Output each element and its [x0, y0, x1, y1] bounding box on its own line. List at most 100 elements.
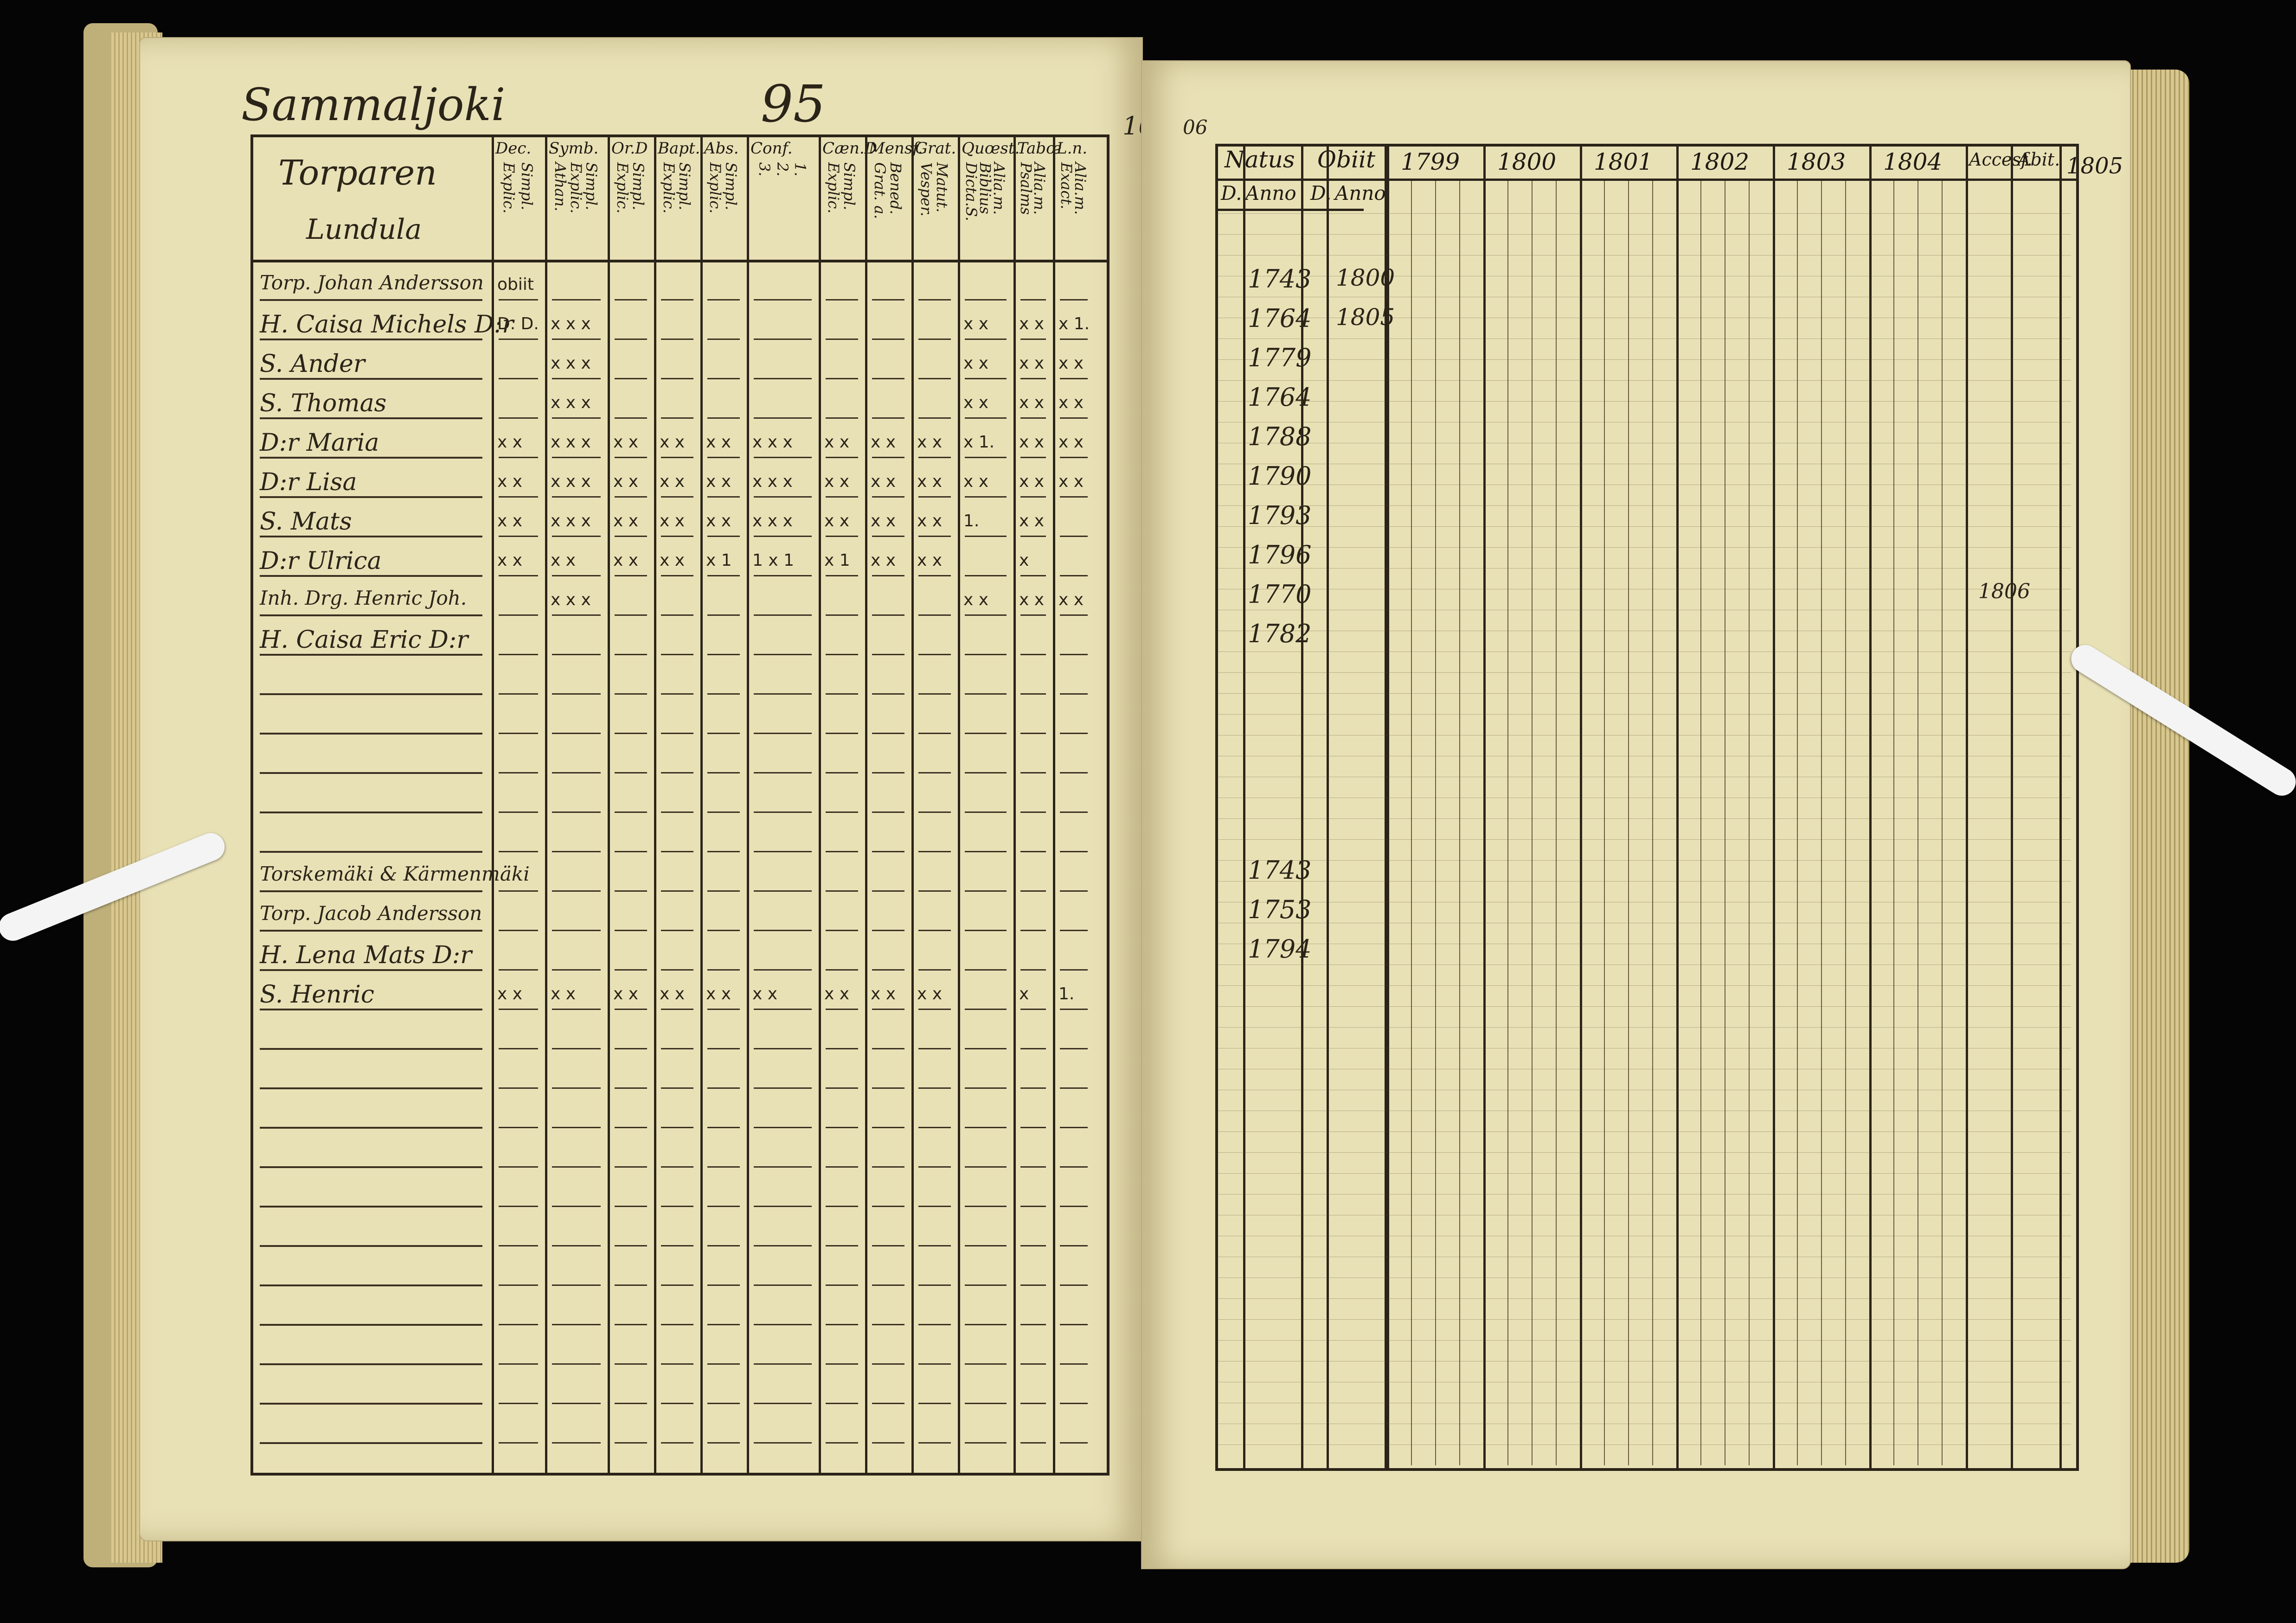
cell-rule: [754, 1442, 812, 1444]
cell-rule: [661, 536, 693, 537]
cell-rule: [826, 1442, 858, 1444]
cell-rule: [707, 1442, 740, 1444]
cell-rule: [826, 693, 858, 695]
year-header-1802: 1802: [1690, 148, 1750, 175]
cell-rule: [661, 733, 693, 734]
cell-rule: [552, 693, 601, 695]
cell-rule: [826, 1009, 858, 1010]
cell-rule: [1020, 1166, 1046, 1168]
cell-rule: [499, 1403, 538, 1404]
cell-rule: [754, 1127, 812, 1128]
row-mark: x x: [613, 511, 639, 530]
cell-rule: [661, 1403, 693, 1404]
row-mark: x x x: [551, 433, 591, 452]
cell-rule: [552, 1087, 601, 1089]
cell-rule: [1020, 1403, 1046, 1404]
cell-rule: [1060, 693, 1088, 695]
row-person-name: S. Thomas: [260, 390, 387, 417]
cell-rule: [754, 1009, 812, 1010]
right-column-divider: [1243, 144, 1245, 1468]
cell-rule: [826, 1127, 858, 1128]
birth-year: 1794: [1248, 934, 1312, 964]
cell-rule: [499, 1324, 538, 1325]
right-row-rule: [1218, 1131, 2071, 1132]
cell-rule: [499, 536, 538, 537]
right-register-grid: [1215, 144, 2079, 1471]
column-subheader: Grat. a.: [871, 162, 889, 219]
cell-rule: [707, 890, 740, 892]
cell-rule: [615, 1166, 647, 1168]
row-mark: x x: [917, 433, 943, 452]
row-rule: [260, 496, 482, 498]
right-subcolumn-divider: [1797, 181, 1798, 1465]
right-row-rule: [1218, 1152, 2071, 1153]
cell-rule: [552, 654, 601, 655]
right-subcolumn-divider: [1700, 181, 1701, 1465]
column-subheader: Explic.: [660, 162, 678, 214]
cell-rule: [615, 1087, 647, 1089]
cell-rule: [552, 1206, 601, 1207]
column-header-6: Conf.: [750, 139, 793, 158]
row-mark: x x x: [752, 511, 793, 530]
row-rule: [260, 1442, 482, 1444]
cell-rule: [661, 1127, 693, 1128]
cell-rule: [872, 1363, 904, 1365]
cell-rule: [754, 378, 812, 379]
row-mark: x x x: [551, 314, 591, 333]
right-row-rule: [1218, 359, 2071, 360]
column-subheader: Explic.: [706, 162, 725, 214]
row-mark: x x: [497, 433, 523, 452]
cell-rule: [918, 1442, 951, 1444]
cell-rule: [872, 1403, 904, 1404]
cell-rule: [872, 969, 904, 971]
cell-rule: [552, 575, 601, 576]
cell-rule: [754, 969, 812, 971]
cell-rule: [707, 575, 740, 576]
cell-rule: [707, 536, 740, 537]
row-rule: [260, 812, 482, 813]
cell-rule: [918, 457, 951, 458]
natus-anno-header: Anno: [1245, 182, 1296, 204]
cell-rule: [1020, 614, 1046, 616]
row-mark: x x x: [752, 433, 793, 452]
cell-rule: [661, 496, 693, 498]
cell-rule: [707, 1403, 740, 1404]
cell-rule: [1020, 969, 1046, 971]
cell-rule: [661, 378, 693, 379]
cell-rule: [965, 614, 1007, 616]
row-mark: x x: [1019, 433, 1045, 452]
cell-rule: [826, 890, 858, 892]
column-header-5: Abs.: [704, 139, 739, 158]
row-mark: x x: [497, 984, 523, 1003]
row-mark: x x: [917, 551, 943, 570]
row-person-name: Torskemäki & Kärmenmäki: [260, 863, 530, 885]
cell-rule: [1060, 1324, 1088, 1325]
cell-rule: [1060, 812, 1088, 813]
right-row-rule: [1218, 1444, 2071, 1445]
parish-title: Sammaljoki: [241, 79, 506, 131]
column-subheader: Vesper.: [917, 162, 936, 217]
row-rule: [260, 890, 482, 892]
death-year: 1805: [1336, 304, 1395, 331]
cell-rule: [615, 930, 647, 931]
cell-rule: [707, 1127, 740, 1128]
obiit-anno-header: Anno: [1335, 182, 1386, 204]
cell-rule: [707, 733, 740, 734]
column-header-8: Mensf.: [869, 139, 923, 158]
cell-rule: [707, 1087, 740, 1089]
cell-rule: [965, 417, 1007, 419]
cell-rule: [826, 1403, 858, 1404]
cell-rule: [918, 1166, 951, 1168]
cell-rule: [661, 1245, 693, 1246]
cell-rule: [552, 812, 601, 813]
right-column-divider: [2011, 144, 2013, 1468]
cell-rule: [872, 496, 904, 498]
cell-rule: [552, 851, 601, 852]
row-person-name: D:r Ulrica: [260, 547, 382, 575]
right-row-rule: [1218, 401, 2071, 402]
cell-rule: [826, 1284, 858, 1286]
cell-rule: [826, 299, 858, 300]
row-rule: [260, 1245, 482, 1247]
column-header-3: Or.D: [611, 139, 648, 158]
cell-rule: [754, 417, 812, 419]
